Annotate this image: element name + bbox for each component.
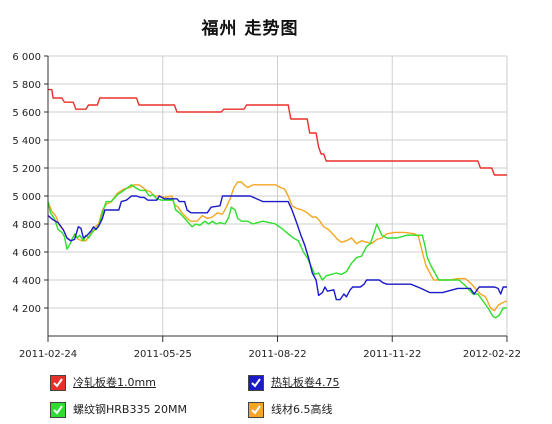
legend-label: 冷轧板卷1.0mm — [73, 376, 156, 389]
x-tick-label: 2012-02-22 — [463, 349, 521, 360]
y-tick-label: 5 000 — [12, 192, 41, 203]
y-tick-label: 5 800 — [12, 80, 41, 91]
chart-title: 福州 走势图 — [201, 19, 299, 39]
y-tick-label: 4 800 — [12, 220, 41, 231]
legend-label: 热轧板卷4.75 — [271, 376, 340, 389]
x-tick-label: 2011-05-25 — [134, 349, 192, 360]
y-tick-label: 4 400 — [12, 276, 41, 287]
legend-check-icon — [248, 402, 264, 418]
x-tick-label: 2011-02-24 — [19, 349, 77, 360]
y-tick-label: 5 200 — [12, 164, 41, 175]
legend-check-icon — [50, 402, 66, 418]
y-axis-ticks: 4 200 4 400 4 600 4 800 5 000 5 200 5 400 5 600… — [12, 52, 48, 315]
series-line — [48, 88, 507, 176]
legend-label: 线材6.5高线 — [271, 403, 333, 416]
x-tick-label: 2011-11-22 — [363, 349, 421, 360]
grid-lines — [48, 55, 508, 336]
legend-label: 螺纹钢HRB335 20MM — [73, 403, 187, 416]
series-line — [47, 195, 507, 301]
y-tick-label: 4 200 — [12, 304, 41, 315]
legend-check-icon — [248, 375, 264, 391]
legend-check-icon — [50, 375, 66, 391]
x-axis-ticks: 2011-02-24 2011-05-25 2011-08-22 2011-11-22… — [19, 336, 521, 360]
x-tick-label: 2011-08-22 — [248, 349, 306, 360]
y-tick-label: 5 400 — [12, 136, 41, 147]
series-lines — [47, 88, 508, 319]
y-tick-label: 5 600 — [12, 108, 41, 119]
y-tick-label: 6 000 — [12, 52, 41, 63]
y-tick-label: 4 600 — [12, 248, 41, 259]
